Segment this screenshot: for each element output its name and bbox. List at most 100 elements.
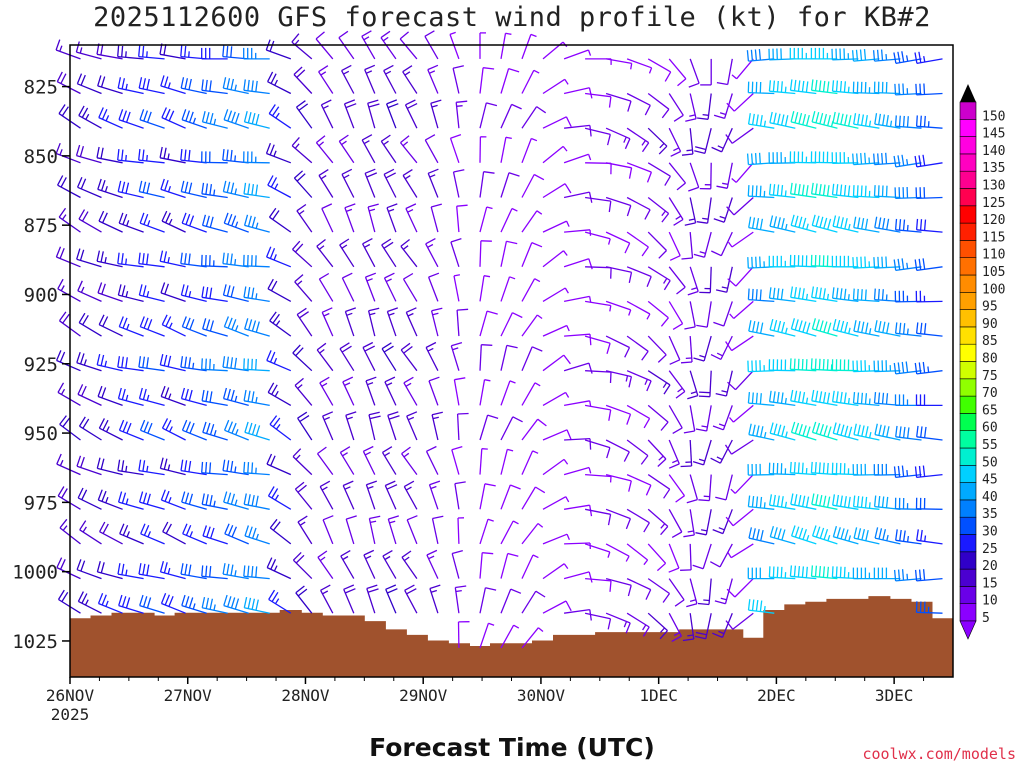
barb-half-flag — [388, 312, 395, 316]
barb-flag — [255, 599, 259, 611]
barb-flag — [752, 424, 756, 436]
barb-staff — [425, 243, 439, 268]
wind-barb — [180, 387, 207, 407]
barb-flag — [188, 357, 192, 369]
barb-flag — [750, 153, 754, 165]
wind-barb — [893, 154, 922, 168]
wind-barb — [542, 78, 569, 95]
barb-flag — [776, 288, 780, 300]
wind-barb — [713, 197, 733, 223]
barb-half-flag — [906, 224, 909, 231]
barb-flag — [914, 52, 918, 64]
barb-flag — [609, 372, 612, 384]
barb-flag — [321, 203, 333, 210]
wind-barb — [201, 565, 228, 580]
barb-flag — [188, 389, 193, 401]
barb-staff — [55, 152, 81, 164]
barb-staff — [387, 415, 397, 441]
wind-barb — [322, 411, 334, 441]
barb-flag — [163, 44, 167, 56]
barb-flag — [294, 481, 305, 490]
barb-half-flag — [530, 33, 537, 38]
barb-flag — [60, 559, 66, 570]
barb-half-flag — [906, 470, 909, 477]
wind-barb — [853, 216, 880, 233]
barb-flag — [836, 216, 841, 228]
barb-flag — [641, 350, 649, 361]
barb-staff — [770, 536, 796, 545]
barb-flag — [226, 181, 231, 193]
wind-barb — [769, 215, 796, 233]
barb-flag — [840, 320, 845, 332]
wind-barb — [479, 136, 487, 163]
wind-barb — [585, 92, 612, 108]
wind-barb — [647, 266, 671, 291]
barb-half-flag — [660, 523, 666, 529]
barb-half-flag — [675, 215, 682, 220]
wind-barb — [139, 109, 165, 129]
y-tick-label-875: 875 — [24, 215, 58, 237]
barb-staff — [244, 535, 270, 545]
barb-flag — [292, 448, 302, 458]
barb-flag — [669, 255, 681, 261]
barb-flag — [142, 460, 146, 472]
wind-barb — [118, 419, 144, 441]
barb-flag — [161, 314, 168, 325]
barb-flag — [201, 461, 204, 473]
barb-flag — [484, 483, 496, 487]
barb-half-flag — [192, 603, 196, 610]
barb-staff — [453, 379, 460, 406]
barb-flag — [675, 390, 686, 399]
barb-flag — [726, 102, 735, 112]
barb-staff — [584, 127, 611, 136]
barb-half-flag — [213, 430, 217, 437]
barb-half-flag — [403, 452, 410, 458]
wind-barb — [873, 81, 901, 95]
barb-flag — [814, 358, 817, 370]
barb-flag — [805, 496, 810, 508]
wind-barb — [479, 171, 495, 198]
barb-flag — [712, 632, 723, 639]
barb-flag — [96, 561, 101, 573]
barb-flag — [864, 289, 867, 301]
barb-flag — [160, 75, 165, 87]
barb-half-flag — [687, 530, 694, 533]
wind-barb — [117, 149, 144, 164]
barb-flag — [209, 287, 213, 299]
barb-flag — [687, 290, 699, 296]
barb-flag — [768, 287, 772, 299]
wind-barb — [201, 596, 228, 614]
barb-half-flag — [273, 254, 277, 261]
barb-flag — [121, 388, 126, 400]
barb-flag — [897, 569, 901, 581]
barb-flag — [725, 620, 734, 630]
wind-barb — [725, 508, 754, 527]
barb-staff — [668, 266, 686, 288]
barb-staff — [895, 162, 922, 168]
wind-barb — [605, 266, 633, 284]
barb-half-flag — [146, 465, 149, 472]
barb-flag — [364, 345, 375, 352]
barb-half-flag — [402, 141, 409, 147]
barb-half-flag — [364, 243, 371, 248]
barb-staff — [180, 573, 207, 580]
barb-flag — [163, 147, 167, 159]
colorbar-swatch-115 — [959, 222, 977, 241]
barb-flag — [815, 390, 819, 402]
barb-half-flag — [805, 397, 809, 404]
barb-half-flag — [868, 328, 872, 335]
barb-flag — [711, 250, 722, 257]
barb-flag — [640, 455, 649, 465]
wind-barb — [76, 73, 102, 95]
barb-flag — [769, 215, 774, 227]
barb-flag — [223, 109, 229, 120]
barb-flag — [184, 388, 189, 400]
y-tick-label-850: 850 — [24, 146, 58, 168]
barb-flag — [243, 214, 249, 226]
barb-staff — [916, 196, 943, 200]
barb-flag — [205, 358, 207, 370]
wind-barb — [381, 238, 397, 268]
barb-half-flag — [784, 190, 787, 197]
wind-barb — [668, 93, 684, 122]
barb-staff — [269, 423, 292, 441]
